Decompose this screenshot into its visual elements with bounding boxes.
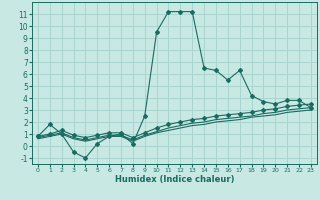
X-axis label: Humidex (Indice chaleur): Humidex (Indice chaleur) <box>115 175 234 184</box>
